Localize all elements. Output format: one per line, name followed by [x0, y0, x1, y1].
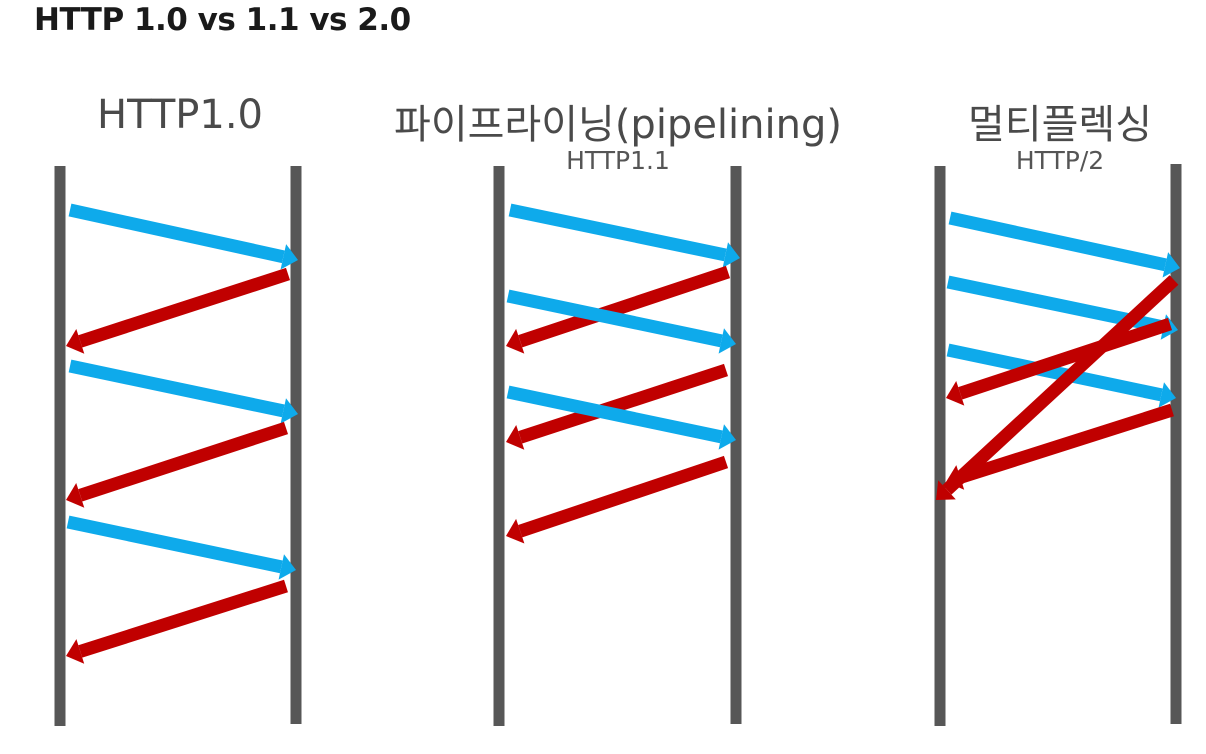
response-arrow-multiplexing-4-shaft — [958, 317, 1173, 400]
request-arrow-multiplexing-3 — [946, 343, 1176, 408]
response-arrow-multiplexing-4 — [946, 317, 1173, 406]
request-arrow-http10-3 — [68, 359, 298, 424]
request-arrow-http10-3-shaft — [68, 359, 285, 418]
response-arrow-pipelining-2-shaft — [518, 265, 731, 348]
response-arrow-multiplexing-6-shaft — [958, 403, 1174, 484]
request-arrow-multiplexing-3-head — [1158, 382, 1176, 408]
response-arrow-pipelining-4-shaft — [518, 363, 729, 444]
request-arrow-pipelining-3-head — [718, 328, 736, 354]
response-arrow-pipelining-4-head — [506, 425, 525, 450]
response-arrow-multiplexing-4-head — [946, 381, 965, 406]
page-title: HTTP 1.0 vs 1.1 vs 2.0 — [34, 2, 411, 38]
request-arrow-pipelining-1-shaft — [508, 203, 727, 262]
response-arrow-http10-6 — [66, 579, 288, 664]
response-arrow-http10-6-head — [66, 639, 85, 664]
request-arrow-http10-1-head — [280, 244, 298, 270]
response-arrow-http10-4 — [66, 421, 289, 508]
request-arrow-http10-5 — [66, 515, 296, 580]
request-arrow-pipelining-3 — [506, 289, 736, 354]
panel-subtitle-multiplexing: HTTP/2 — [1015, 146, 1105, 175]
request-arrow-multiplexing-1 — [948, 211, 1180, 278]
response-arrow-http10-2-shaft — [78, 267, 291, 348]
response-arrow-http10-2-head — [66, 329, 85, 354]
request-arrow-pipelining-5 — [506, 385, 736, 450]
request-arrow-pipelining-5-head — [718, 424, 736, 450]
request-arrow-pipelining-3-shaft — [506, 289, 723, 348]
panel-title-pipelining: 파이프라이닝(pipelining) — [394, 102, 842, 148]
response-arrow-multiplexing-6-head — [946, 465, 965, 490]
response-arrow-pipelining-6-head — [506, 518, 525, 544]
request-arrow-multiplexing-1-head — [1162, 252, 1180, 278]
response-arrow-pipelining-6-shaft — [518, 455, 729, 538]
request-arrow-http10-5-shaft — [66, 515, 283, 574]
panel-pipelining — [493, 166, 742, 726]
request-arrow-multiplexing-1-shaft — [948, 211, 1167, 272]
response-arrow-http10-4-head — [66, 483, 85, 508]
panel-multiplexing — [934, 164, 1182, 726]
response-arrow-pipelining-2 — [506, 265, 731, 354]
response-arrow-pipelining-4 — [506, 363, 729, 450]
response-arrow-multiplexing-5-head — [936, 480, 956, 500]
request-arrow-http10-5-head — [278, 554, 296, 580]
response-arrow-pipelining-2-head — [506, 328, 525, 354]
request-arrow-pipelining-1 — [508, 203, 740, 268]
request-arrow-pipelining-1-head — [722, 242, 740, 268]
request-arrow-http10-3-head — [280, 398, 298, 424]
panel-http10 — [54, 166, 302, 726]
panel-title-multiplexing: 멀티플렉싱 — [968, 102, 1152, 148]
request-arrow-http10-1-shaft — [68, 203, 285, 264]
response-arrow-multiplexing-6 — [946, 403, 1174, 490]
request-arrow-http10-1 — [68, 203, 298, 270]
response-arrow-http10-4-shaft — [78, 421, 289, 502]
response-arrow-http10-6-shaft — [78, 579, 288, 658]
response-arrow-pipelining-6 — [506, 455, 729, 544]
panel-subtitle-pipelining: HTTP1.1 — [566, 146, 670, 175]
response-arrow-http10-2 — [66, 267, 291, 354]
panel-title-http10: HTTP1.0 — [97, 92, 263, 138]
response-arrow-multiplexing-5-shaft — [942, 275, 1179, 495]
request-arrow-multiplexing-3-shaft — [946, 343, 1163, 402]
request-arrow-pipelining-5-shaft — [506, 385, 723, 444]
response-arrow-multiplexing-5 — [936, 275, 1179, 500]
